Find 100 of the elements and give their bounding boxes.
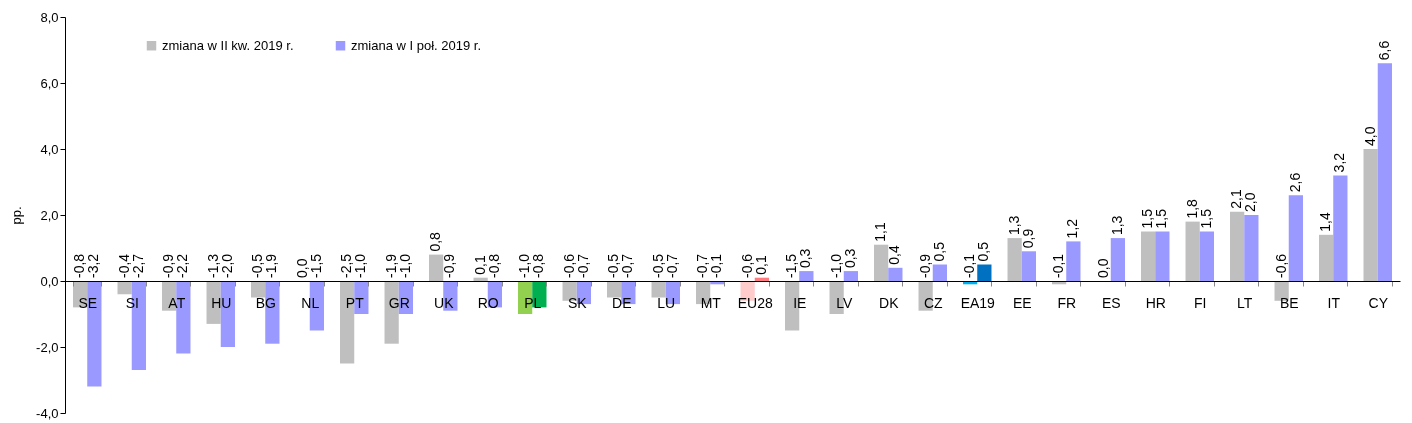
bar <box>1066 241 1081 281</box>
data-label: 0,5 <box>930 241 947 262</box>
data-label: -1,0 <box>827 253 844 278</box>
legend-label: zmiana w I poł. 2019 r. <box>351 37 482 53</box>
data-label: -0,7 <box>694 253 711 278</box>
data-label: -0,6 <box>560 253 577 278</box>
data-label: -2,2 <box>174 253 191 278</box>
data-label: -0,9 <box>441 253 458 278</box>
y-tick-label: 8,0 <box>40 9 59 25</box>
bar <box>888 267 903 281</box>
x-tick-label: BG <box>255 294 276 311</box>
y-tick-label: 6,0 <box>40 75 59 91</box>
data-label: -0,1 <box>708 253 725 278</box>
data-label: 0,0 <box>293 258 310 278</box>
data-label: 0,4 <box>886 245 903 265</box>
data-label: -0,4 <box>115 253 132 278</box>
x-tick-label: ES <box>1101 294 1121 311</box>
bar <box>651 281 666 298</box>
data-label: -0,8 <box>71 253 88 278</box>
data-label: 0,8 <box>427 231 444 252</box>
data-label: 0,0 <box>1094 258 1111 278</box>
x-tick-label: RO <box>477 294 499 311</box>
bar <box>932 264 947 281</box>
x-tick-label: SK <box>567 294 588 311</box>
bar <box>1288 195 1303 281</box>
data-label: 1,5 <box>1153 208 1170 229</box>
x-tick-label: UK <box>434 294 455 311</box>
data-label: -1,5 <box>783 253 800 278</box>
data-label: 1,1 <box>872 222 889 242</box>
data-label: 0,3 <box>841 248 858 269</box>
data-label: -1,3 <box>204 253 221 278</box>
bar <box>1155 231 1170 281</box>
x-tick-label: FR <box>1057 294 1077 311</box>
bar <box>1230 211 1245 281</box>
data-label: -2,7 <box>129 253 146 278</box>
x-tick-label: BE <box>1279 294 1299 311</box>
data-label: -0,7 <box>619 253 636 278</box>
data-label: -1,9 <box>263 253 280 278</box>
x-tick-label: CZ <box>923 294 944 311</box>
data-label: 2,1 <box>1228 189 1245 209</box>
x-tick-label: FI <box>1194 294 1207 311</box>
bar <box>1007 238 1022 281</box>
y-tick-label: -2,0 <box>36 339 59 355</box>
data-label: 0,1 <box>471 255 488 275</box>
data-label: -0,6 <box>738 253 755 278</box>
data-label: 1,5 <box>1139 208 1156 229</box>
x-tick-label: PT <box>345 294 365 311</box>
data-label: 4,0 <box>1361 126 1378 146</box>
x-tick-label: IT <box>1327 294 1341 311</box>
data-label: 2,0 <box>1242 192 1259 212</box>
data-label: -0,7 <box>574 253 591 278</box>
data-label: 1,3 <box>1005 215 1022 236</box>
bar <box>874 244 889 281</box>
data-label: -3,2 <box>85 253 102 278</box>
data-label: 1,4 <box>1317 212 1334 232</box>
x-tick-label: LT <box>1237 294 1253 311</box>
y-axis-title: pp. <box>9 206 25 225</box>
bar <box>843 271 858 281</box>
x-tick-label: CY <box>1368 294 1389 311</box>
x-tick-label: LU <box>657 294 676 311</box>
bar <box>1199 231 1214 281</box>
x-tick-label: EE <box>1012 294 1032 311</box>
bar <box>1141 231 1156 281</box>
x-tick-label: HU <box>211 294 232 311</box>
x-tick-label: EU28 <box>737 294 773 311</box>
data-label: 1,3 <box>1108 215 1125 236</box>
x-tick-label: SI <box>125 294 139 311</box>
data-label: 0,9 <box>1019 228 1036 249</box>
bar <box>1333 175 1348 281</box>
data-label: 3,2 <box>1331 152 1348 173</box>
bar <box>1110 238 1125 281</box>
data-label: -1,9 <box>382 253 399 278</box>
data-label: 0,3 <box>797 248 814 269</box>
data-label: -2,5 <box>338 253 355 278</box>
bar <box>251 281 266 298</box>
y-tick-label: 0,0 <box>40 273 59 289</box>
bar <box>1185 221 1200 281</box>
x-tick-label: LV <box>836 294 853 311</box>
x-tick-label: NL <box>301 294 320 311</box>
y-tick-label: 4,0 <box>40 141 59 157</box>
data-label: -0,8 <box>530 253 547 278</box>
data-label: -0,6 <box>1272 253 1289 278</box>
data-label: 2,6 <box>1286 172 1303 193</box>
data-label: 6,6 <box>1375 40 1392 61</box>
bar <box>977 264 992 281</box>
data-label: -0,7 <box>663 253 680 278</box>
x-tick-label: AT <box>168 294 186 311</box>
x-tick-label: GR <box>388 294 410 311</box>
y-tick-label: -4,0 <box>36 405 59 421</box>
bar <box>1021 251 1036 281</box>
bar <box>1244 215 1259 281</box>
data-label: -1,0 <box>352 253 369 278</box>
x-tick-label: DE <box>612 294 632 311</box>
data-label: 1,2 <box>1064 218 1081 239</box>
x-tick-label: MT <box>700 294 722 311</box>
data-label: 1,8 <box>1183 198 1200 219</box>
bar <box>1319 234 1334 281</box>
data-label: -1,0 <box>396 253 413 278</box>
bar <box>607 281 622 298</box>
x-tick-label: IE <box>793 294 807 311</box>
